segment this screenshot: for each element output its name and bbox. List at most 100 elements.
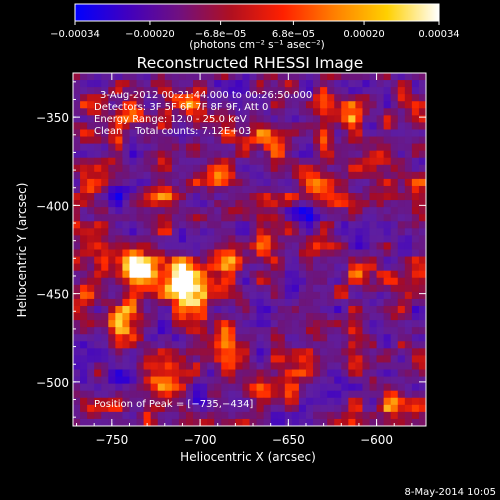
- heatmap-cell: [291, 94, 300, 102]
- heatmap-cell: [150, 228, 159, 236]
- heatmap-cell: [73, 178, 81, 187]
- heatmap-cell: [305, 249, 314, 258]
- heatmap-cell: [249, 242, 258, 251]
- heatmap-cell: [129, 397, 138, 406]
- heatmap-cell: [200, 228, 208, 236]
- heatmap-cell: [305, 305, 314, 314]
- heatmap-cell: [150, 404, 159, 413]
- heatmap-cell: [270, 108, 279, 116]
- heatmap-cell: [80, 298, 88, 307]
- heatmap-cell: [185, 383, 194, 392]
- heatmap-cell: [411, 369, 420, 378]
- heatmap-cell: [115, 348, 124, 356]
- heatmap-cell: [277, 221, 286, 229]
- heatmap-cell: [207, 185, 215, 194]
- heatmap-cell: [221, 277, 229, 286]
- heatmap-cell: [122, 362, 131, 371]
- heatmap-cell: [404, 263, 413, 272]
- heatmap-cell: [150, 157, 159, 166]
- heatmap-cell: [115, 305, 124, 314]
- heatmap-cell: [334, 122, 342, 131]
- heatmap-cell: [334, 115, 342, 124]
- heatmap-cell: [171, 298, 180, 307]
- heatmap-cell: [235, 355, 244, 364]
- heatmap-cell: [313, 334, 321, 342]
- heatmap-cell: [143, 249, 152, 258]
- heatmap-cell: [115, 108, 124, 116]
- heatmap-cell: [87, 411, 95, 420]
- heatmap-cell: [150, 143, 159, 152]
- heatmap-cell: [122, 348, 131, 356]
- heatmap-cell: [122, 284, 131, 293]
- heatmap-cell: [143, 122, 152, 131]
- heatmap-cell: [122, 143, 131, 152]
- heatmap-cell: [200, 129, 208, 138]
- heatmap-cell: [397, 355, 406, 364]
- heatmap-cell: [256, 418, 265, 426]
- heatmap-cell: [185, 178, 194, 187]
- heatmap-cell: [108, 263, 116, 272]
- heatmap-cell: [369, 143, 378, 152]
- heatmap-cell: [256, 101, 265, 109]
- heatmap-cell: [185, 369, 194, 378]
- heatmap-cell: [270, 291, 279, 300]
- heatmap-cell: [157, 404, 166, 413]
- heatmap-cell: [277, 150, 286, 159]
- heatmap-cell: [136, 404, 145, 413]
- heatmap-cell: [291, 185, 300, 194]
- heatmap-cell: [334, 200, 342, 208]
- heatmap-cell: [115, 157, 124, 166]
- heatmap-cell: [171, 411, 180, 420]
- heatmap-cell: [355, 320, 364, 328]
- heatmap-cell: [313, 418, 321, 426]
- heatmap-cell: [150, 411, 159, 420]
- heatmap-cell: [221, 249, 229, 258]
- heatmap-cell: [376, 376, 385, 385]
- heatmap-cell: [376, 348, 385, 356]
- heatmap-cell: [390, 108, 399, 116]
- heatmap-cell: [164, 228, 173, 236]
- heatmap-cell: [298, 143, 307, 152]
- heatmap-cell: [185, 263, 194, 272]
- heatmap-cell: [390, 369, 399, 378]
- heatmap-cell: [263, 369, 272, 378]
- heatmap-cell: [87, 291, 95, 300]
- heatmap-cell: [390, 122, 399, 131]
- heatmap-cell: [390, 94, 399, 102]
- heatmap-cell: [305, 270, 314, 279]
- heatmap-cell: [404, 277, 413, 286]
- heatmap-cell: [383, 305, 392, 314]
- heatmap-cell: [157, 136, 166, 145]
- heatmap-cell: [270, 256, 279, 265]
- heatmap-cell: [101, 185, 109, 194]
- heatmap-cell: [178, 185, 187, 194]
- heatmap-cell: [320, 397, 328, 406]
- heatmap-cell: [376, 390, 385, 399]
- heatmap-cell: [171, 185, 180, 194]
- heatmap-cell: [362, 355, 371, 364]
- heatmap-cell: [221, 362, 229, 371]
- heatmap-cell: [369, 136, 378, 145]
- heatmap-cell: [157, 171, 166, 180]
- heatmap-cell: [228, 376, 236, 385]
- heatmap-cell: [305, 418, 314, 426]
- heatmap-cell: [235, 143, 244, 152]
- heatmap-cell: [411, 383, 420, 392]
- heatmap-cell: [171, 171, 180, 180]
- heatmap-cell: [101, 397, 109, 406]
- heatmap-cell: [305, 193, 314, 201]
- heatmap-cell: [122, 228, 131, 236]
- heatmap-cell: [94, 284, 102, 293]
- heatmap-cell: [235, 298, 244, 307]
- heatmap-cell: [150, 263, 159, 272]
- heatmap-cell: [164, 320, 173, 328]
- heatmap-cell: [397, 291, 406, 300]
- heatmap-cell: [305, 73, 314, 81]
- heatmap-cell: [115, 185, 124, 194]
- heatmap-cell: [200, 397, 208, 406]
- heatmap-cell: [221, 143, 229, 152]
- heatmap-cell: [136, 157, 145, 166]
- heatmap-cell: [327, 115, 335, 124]
- heatmap-cell: [115, 390, 124, 399]
- heatmap-cell: [369, 320, 378, 328]
